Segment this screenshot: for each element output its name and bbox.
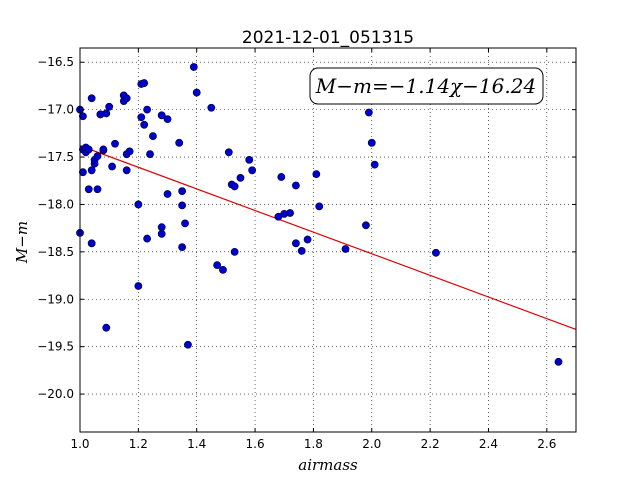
data-point bbox=[181, 219, 189, 228]
data-point bbox=[163, 115, 172, 124]
data-point bbox=[286, 209, 294, 217]
data-point bbox=[87, 94, 96, 103]
data-point bbox=[84, 185, 93, 194]
equation-text: M−m=−1.14χ−16.24 bbox=[315, 74, 536, 98]
data-point bbox=[292, 239, 300, 248]
data-point bbox=[248, 166, 257, 175]
data-point bbox=[236, 173, 245, 182]
data-point bbox=[213, 261, 222, 270]
data-point bbox=[303, 235, 312, 244]
data-points bbox=[76, 63, 563, 366]
y-tick-label: −17.5 bbox=[37, 150, 74, 164]
data-point bbox=[163, 190, 172, 198]
data-point bbox=[362, 221, 370, 230]
data-point bbox=[111, 139, 119, 148]
data-point bbox=[79, 112, 87, 121]
x-axis-label: airmass bbox=[298, 456, 358, 474]
data-point bbox=[370, 160, 379, 169]
data-point bbox=[432, 248, 440, 257]
data-point bbox=[189, 63, 198, 71]
data-point bbox=[297, 247, 306, 255]
x-tick-label: 2.4 bbox=[479, 437, 498, 451]
data-point bbox=[102, 109, 111, 118]
data-point bbox=[341, 245, 350, 253]
data-point bbox=[230, 247, 239, 256]
data-point bbox=[157, 223, 166, 232]
data-point bbox=[312, 170, 321, 179]
data-point bbox=[157, 229, 166, 238]
x-tick-label: 1.6 bbox=[246, 437, 265, 451]
data-point bbox=[99, 145, 108, 154]
data-point bbox=[79, 168, 87, 177]
y-tick-label: −17.0 bbox=[37, 103, 74, 117]
data-point bbox=[84, 145, 93, 154]
data-point bbox=[87, 239, 96, 248]
data-point bbox=[125, 147, 134, 156]
data-point bbox=[157, 111, 166, 120]
data-point bbox=[108, 162, 116, 171]
data-point bbox=[224, 148, 233, 157]
y-tick-label: −18.5 bbox=[37, 245, 74, 259]
plot-frame bbox=[79, 47, 577, 433]
data-point bbox=[143, 234, 152, 243]
data-point bbox=[184, 340, 192, 349]
data-point bbox=[277, 173, 286, 181]
fit-line-group bbox=[79, 145, 577, 330]
data-point bbox=[105, 102, 114, 111]
data-point bbox=[137, 113, 146, 122]
y-axis-label: M−m bbox=[13, 221, 31, 264]
data-point bbox=[140, 120, 149, 129]
data-point bbox=[122, 94, 131, 103]
data-point bbox=[367, 138, 376, 147]
x-tick-label: 2.2 bbox=[421, 437, 440, 451]
chart-title: 2021-12-01_051315 bbox=[242, 28, 414, 48]
data-point bbox=[146, 150, 154, 159]
data-point bbox=[207, 103, 216, 112]
data-point bbox=[364, 108, 373, 117]
data-point bbox=[315, 202, 324, 211]
y-tick-label: −16.5 bbox=[37, 55, 74, 69]
y-tick-label: −19.5 bbox=[37, 340, 74, 354]
data-point bbox=[143, 105, 152, 114]
x-tick-label: 1.2 bbox=[129, 437, 148, 451]
axis-ticks bbox=[79, 48, 576, 432]
data-point bbox=[93, 185, 102, 194]
data-point bbox=[292, 181, 300, 190]
fit-line bbox=[79, 145, 577, 330]
x-tick-label: 1.0 bbox=[70, 437, 89, 451]
data-point bbox=[134, 200, 143, 209]
data-point bbox=[245, 155, 254, 164]
data-point bbox=[219, 265, 227, 274]
data-point bbox=[230, 182, 239, 191]
data-point bbox=[122, 166, 131, 175]
data-point bbox=[178, 201, 187, 210]
data-point bbox=[149, 132, 157, 141]
data-point bbox=[93, 152, 102, 160]
equation-annotation: M−m=−1.14χ−16.24 bbox=[309, 67, 544, 105]
x-tick-label: 1.4 bbox=[187, 437, 206, 451]
data-point bbox=[134, 282, 143, 290]
y-tick-label: −20.0 bbox=[37, 387, 74, 401]
data-point bbox=[175, 138, 184, 147]
data-point bbox=[178, 243, 187, 252]
data-point bbox=[102, 323, 111, 332]
y-tick-label: −19.0 bbox=[37, 292, 74, 306]
data-point bbox=[140, 79, 149, 87]
data-point bbox=[554, 357, 563, 366]
data-point bbox=[87, 166, 96, 175]
x-tick-label: 2.0 bbox=[362, 437, 381, 451]
grid bbox=[79, 48, 576, 432]
x-tick-label: 2.6 bbox=[537, 437, 556, 451]
axis-tick-labels: 1.0 1.2 1.4 1.6 1.8 2.0 2.2 2.4 2.6 −16.5 −17.0 −17… bbox=[37, 55, 556, 451]
x-tick-label: 1.8 bbox=[304, 437, 323, 451]
y-tick-label: −18.0 bbox=[37, 197, 74, 211]
data-point bbox=[192, 88, 201, 97]
equation-box bbox=[309, 67, 544, 105]
data-point bbox=[178, 187, 187, 196]
